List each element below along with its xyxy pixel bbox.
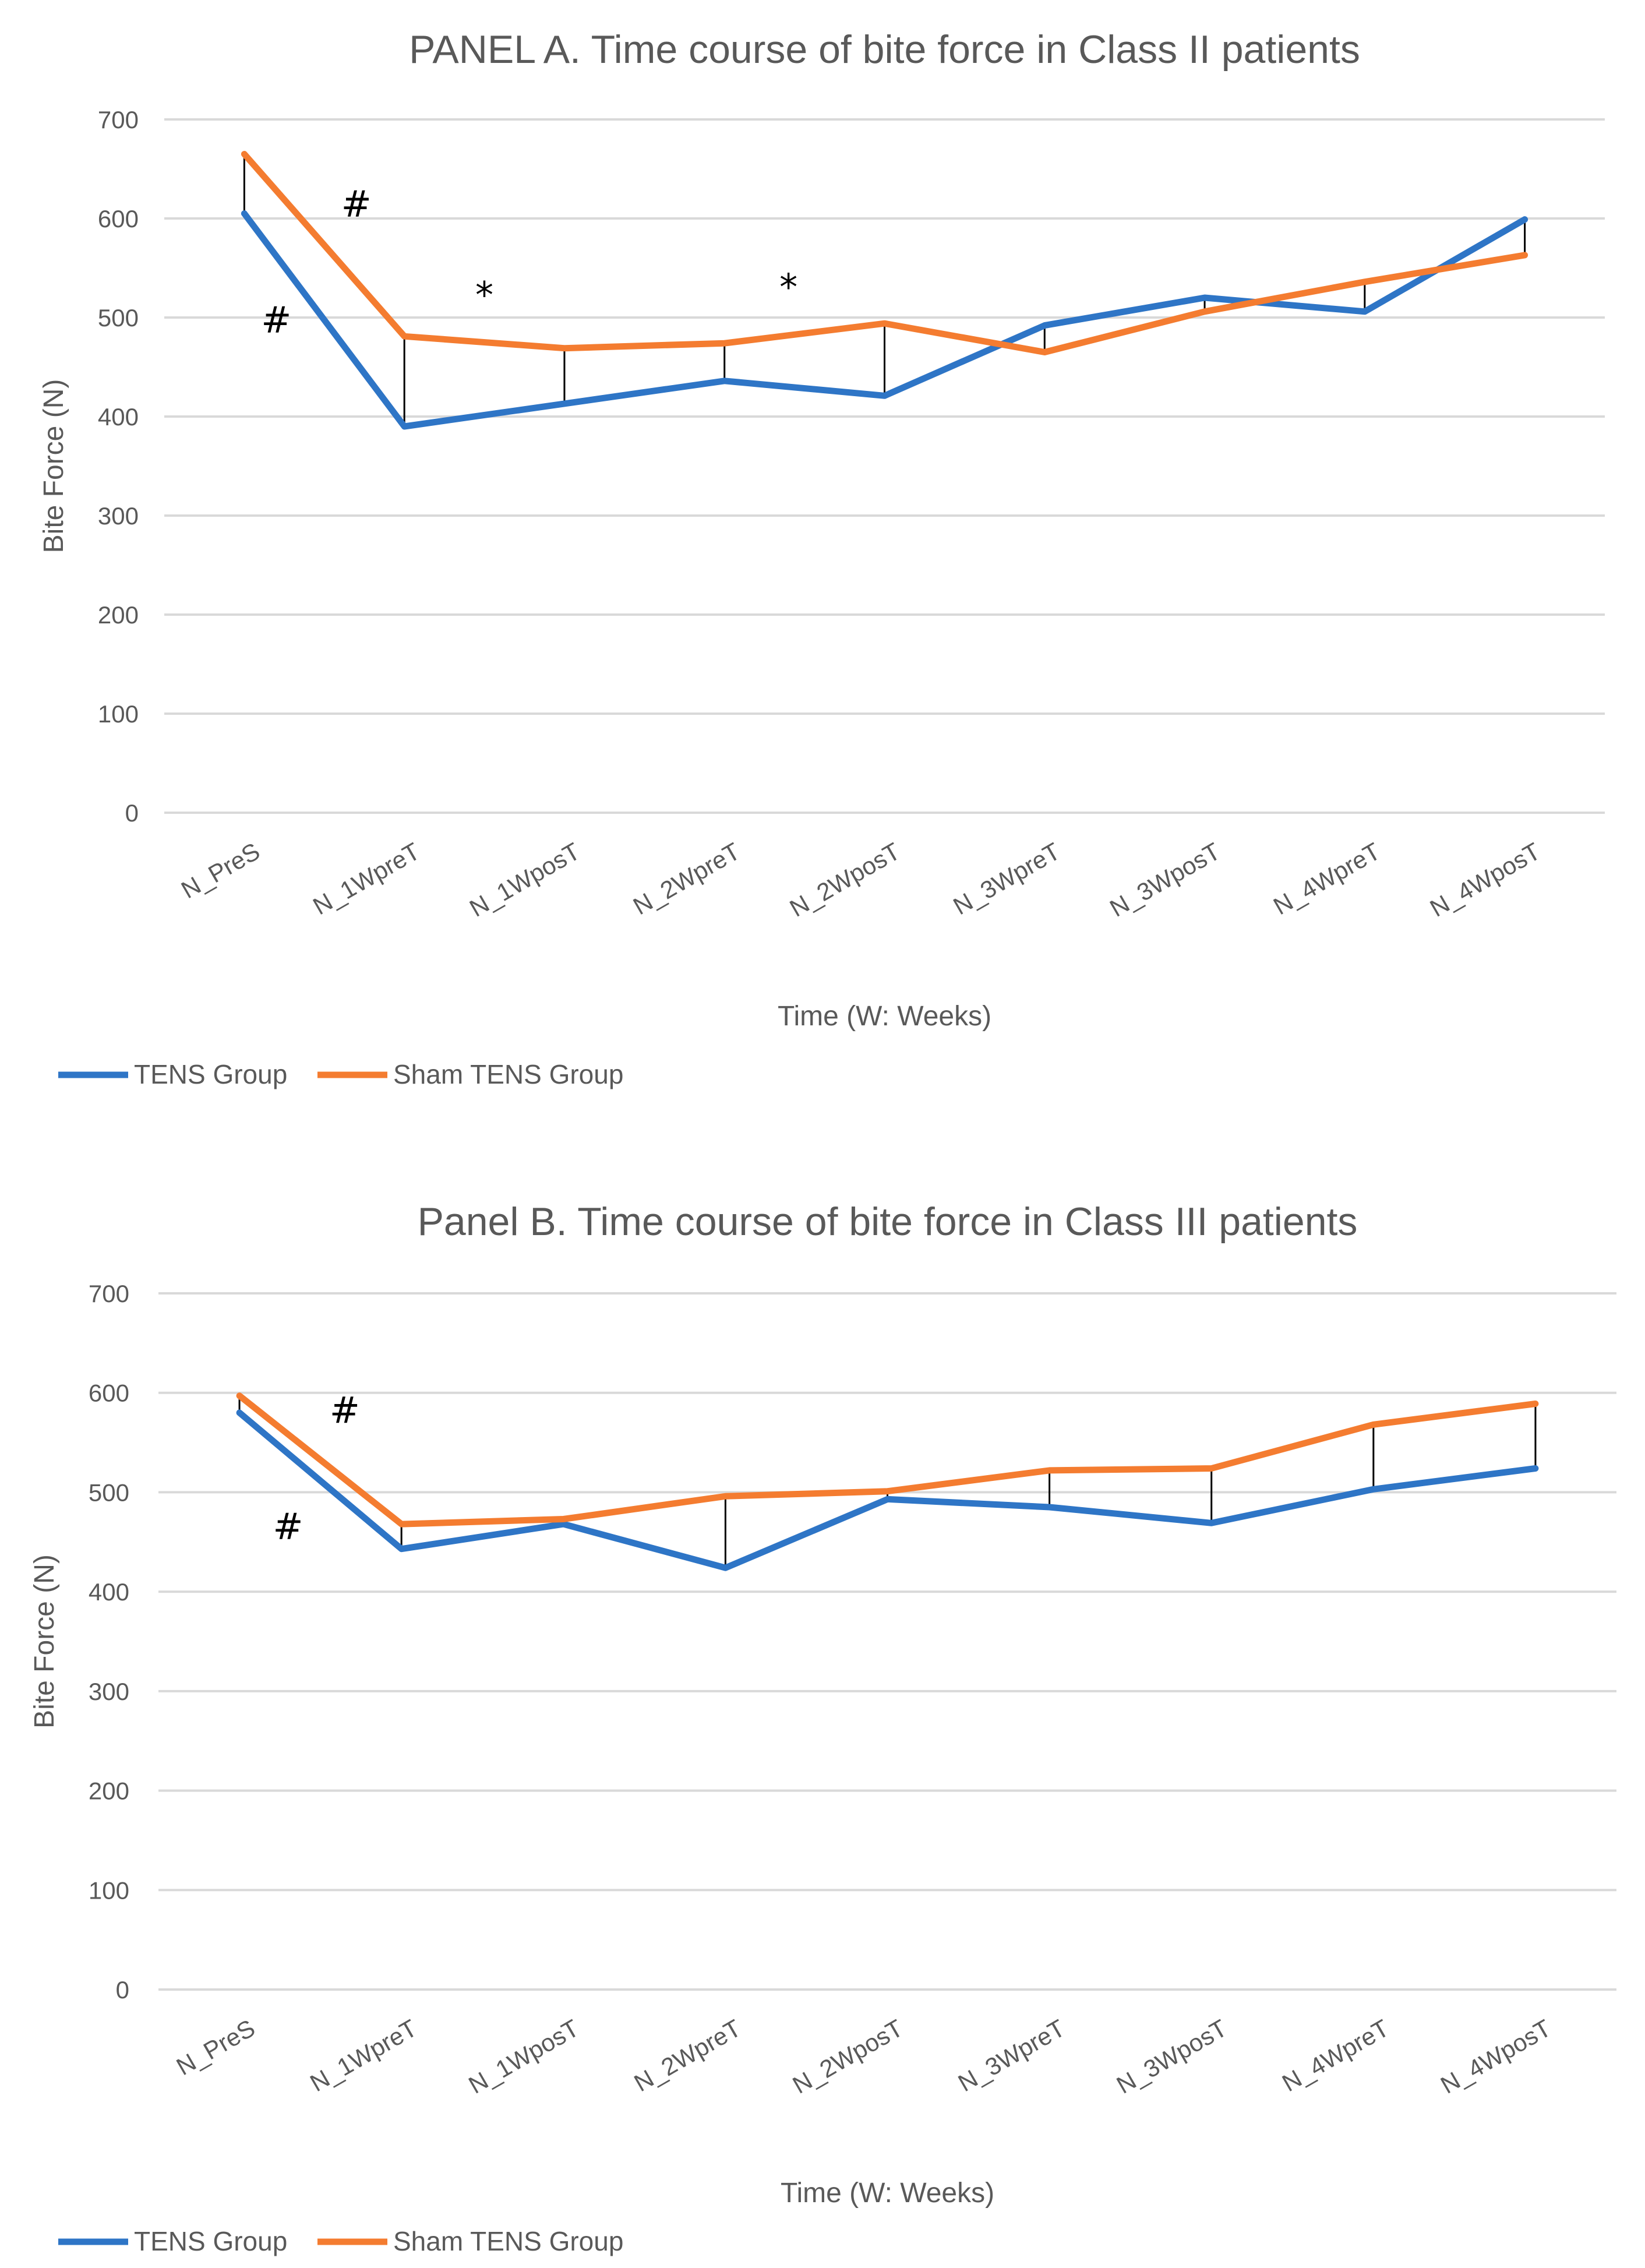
x-tick-label: N_1WpreT — [308, 837, 424, 920]
x-tick-label: N_4WpreT — [1269, 837, 1385, 920]
y-tick-label: 200 — [89, 1777, 129, 1805]
y-tick-label: 300 — [89, 1678, 129, 1705]
y-tick-label: 600 — [98, 205, 139, 232]
chart-panel-b: Panel B. Time course of bite force in Cl… — [0, 1165, 1645, 2268]
legend-label: TENS Group — [134, 2226, 287, 2256]
significance-marker: # — [341, 183, 372, 225]
significance-marker: # — [273, 1505, 303, 1548]
x-axis-label: Time (W: Weeks) — [778, 1001, 991, 1032]
x-tick-label: N_4WposT — [1436, 2014, 1555, 2099]
series-line-sham-tens — [241, 151, 1528, 355]
x-tick-label: N_3WposT — [1105, 837, 1224, 922]
y-tick-label: 700 — [98, 106, 139, 133]
series-line-tens — [236, 1409, 1539, 1571]
x-tick-label: N_2WpreT — [629, 837, 744, 920]
x-tick-label: N_1WposT — [465, 837, 584, 922]
x-tick-label: N_PreS — [176, 837, 264, 904]
x-tick-label: N_1WposT — [464, 2014, 583, 2099]
chart-a-svg: PANEL A. Time course of bite force in Cl… — [38, 27, 1605, 1089]
legend-item-sham-tens: Sham TENS Group — [317, 1059, 623, 1089]
legend-label: Sham TENS Group — [393, 1059, 623, 1089]
legend-item-sham-tens: Sham TENS Group — [317, 2226, 623, 2256]
y-axis-label: Bite Force (N) — [29, 1554, 60, 1729]
y-tick-label: 500 — [89, 1479, 129, 1506]
legend-label: Sham TENS Group — [393, 2226, 623, 2256]
chart-panel-a: PANEL A. Time course of bite force in Cl… — [0, 0, 1645, 1124]
chart-b-svg: Panel B. Time course of bite force in Cl… — [29, 1200, 1616, 2256]
y-tick-label: 400 — [98, 403, 139, 431]
legend-item-tens: TENS Group — [58, 1059, 287, 1089]
legend-item-tens: TENS Group — [58, 2226, 287, 2256]
chart-title: PANEL A. Time course of bite force in Cl… — [409, 27, 1360, 72]
significance-marker: # — [261, 299, 291, 341]
y-tick-label: 100 — [89, 1877, 129, 1904]
x-tick-label: N_2WposT — [788, 2014, 908, 2099]
x-axis-label: Time (W: Weeks) — [781, 2178, 994, 2209]
x-tick-label: N_1WpreT — [305, 2014, 421, 2097]
x-tick-label: N_3WpreT — [948, 837, 1064, 920]
x-tick-label: N_3WposT — [1112, 2014, 1231, 2099]
x-tick-label: N_PreS — [172, 2014, 260, 2080]
significance-marker: * — [779, 266, 797, 308]
x-tick-label: N_2WpreT — [630, 2014, 746, 2097]
y-tick-label: 200 — [98, 601, 139, 629]
series-line-sham-tens — [236, 1392, 1539, 1528]
x-tick-label: N_2WposT — [785, 837, 905, 922]
y-tick-label: 400 — [89, 1578, 129, 1606]
x-tick-label: N_4WposT — [1425, 837, 1545, 922]
series-line-tens — [241, 210, 1528, 430]
chart-title: Panel B. Time course of bite force in Cl… — [418, 1200, 1358, 1244]
x-tick-label: N_4WpreT — [1277, 2014, 1393, 2097]
x-tick-label: N_3WpreT — [954, 2014, 1069, 2097]
legend-label: TENS Group — [134, 1059, 287, 1089]
y-tick-label: 700 — [89, 1280, 129, 1307]
significance-marker: # — [330, 1389, 360, 1431]
y-tick-label: 600 — [89, 1380, 129, 1407]
y-tick-label: 100 — [98, 700, 139, 728]
y-tick-label: 0 — [116, 1976, 129, 2004]
y-axis-label: Bite Force (N) — [38, 379, 69, 553]
significance-marker: * — [475, 274, 493, 316]
y-tick-label: 0 — [125, 799, 139, 827]
y-tick-label: 500 — [98, 304, 139, 331]
y-tick-label: 300 — [98, 502, 139, 530]
